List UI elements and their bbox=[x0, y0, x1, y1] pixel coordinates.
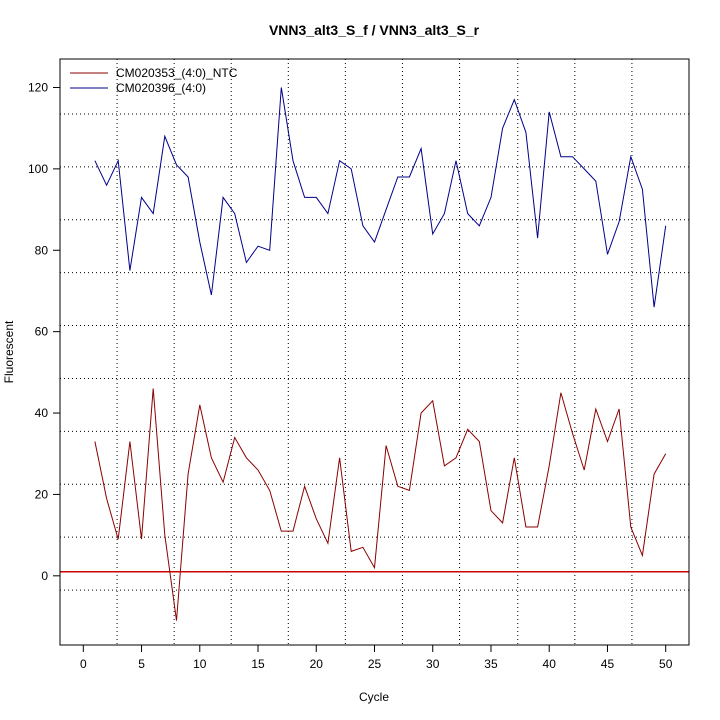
x-tick-label: 30 bbox=[426, 657, 440, 671]
x-tick-label: 50 bbox=[659, 657, 673, 671]
x-tick-label: 25 bbox=[368, 657, 382, 671]
legend-label-1: CM020396_(4:0) bbox=[116, 81, 206, 95]
y-tick-label: 20 bbox=[35, 487, 49, 501]
y-tick-label: 40 bbox=[35, 406, 49, 420]
y-axis-label: Fluorescent bbox=[2, 320, 16, 383]
x-tick-label: 20 bbox=[310, 657, 324, 671]
x-tick-label: 0 bbox=[80, 657, 87, 671]
y-tick-label: 0 bbox=[41, 569, 48, 583]
series-line-1 bbox=[94, 87, 667, 308]
x-tick-label: 40 bbox=[543, 657, 557, 671]
x-axis-label: Cycle bbox=[359, 690, 389, 704]
x-tick-label: 35 bbox=[484, 657, 498, 671]
x-tick-label: 45 bbox=[601, 657, 615, 671]
grid bbox=[60, 59, 689, 645]
axes: 0 5 10 15 20 25 30 35 40 45 50 0 20 40 60 80 100 120 bbox=[28, 80, 673, 671]
x-tick-label: 15 bbox=[251, 657, 265, 671]
y-tick-label: 60 bbox=[35, 325, 49, 339]
legend: CM020353_(4:0)_NTC CM020396_(4:0) bbox=[70, 66, 238, 95]
series-layer bbox=[94, 87, 667, 621]
legend-label-0: CM020353_(4:0)_NTC bbox=[116, 66, 238, 80]
x-tick-label: 5 bbox=[138, 657, 145, 671]
chart-title: VNN3_alt3_S_f / VNN3_alt3_S_r bbox=[269, 22, 480, 38]
y-tick-label: 80 bbox=[35, 243, 49, 257]
series-line-0 bbox=[94, 388, 667, 621]
x-tick-label: 10 bbox=[193, 657, 207, 671]
y-tick-label: 100 bbox=[28, 162, 48, 176]
y-tick-label: 120 bbox=[28, 80, 48, 94]
